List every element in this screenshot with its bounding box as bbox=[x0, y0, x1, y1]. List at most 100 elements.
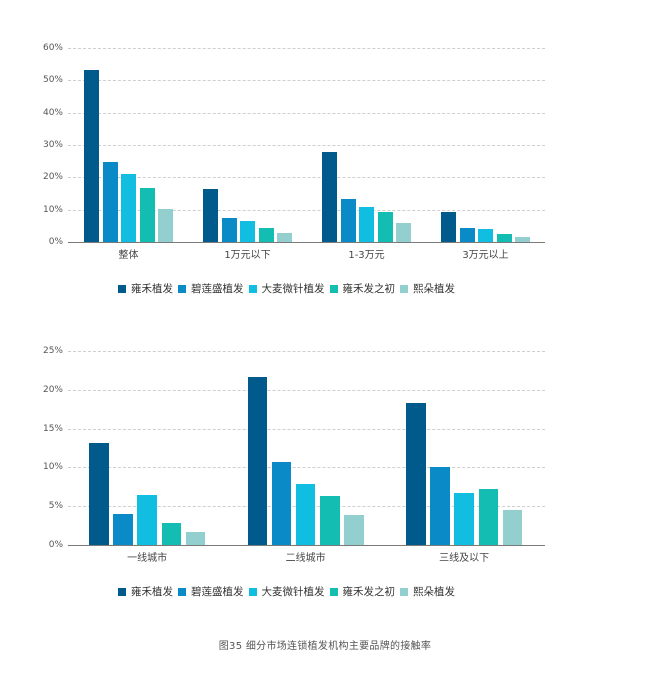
legend-item: 雍禾发之初 bbox=[329, 584, 396, 599]
legend-swatch-icon bbox=[118, 587, 126, 596]
legend-label: 熙朵植发 bbox=[413, 586, 455, 598]
bar-1 bbox=[322, 151, 337, 242]
bar-4 bbox=[320, 496, 340, 545]
legend-item: 熙朵植发 bbox=[400, 281, 455, 296]
legend-swatch-icon bbox=[118, 284, 126, 293]
bar-3 bbox=[137, 494, 157, 545]
bar-1 bbox=[406, 402, 426, 545]
bar-4 bbox=[496, 233, 512, 242]
legend-label: 碧莲盛植发 bbox=[191, 586, 244, 598]
x-category-label: 1-3万元 bbox=[348, 250, 385, 261]
y-tick-label: 10% bbox=[42, 462, 63, 473]
bar-3 bbox=[454, 493, 474, 545]
legend-item: 雍禾植发 bbox=[118, 281, 173, 296]
legend-item: 大麦微针植发 bbox=[248, 584, 325, 599]
bar-5 bbox=[185, 531, 206, 545]
bar-4 bbox=[161, 523, 182, 545]
gridline bbox=[68, 467, 545, 469]
legend-label: 碧莲盛植发 bbox=[191, 283, 244, 295]
bar-3 bbox=[240, 220, 255, 242]
legend-label: 大麦微针植发 bbox=[261, 586, 325, 598]
bar-2 bbox=[113, 513, 133, 545]
bar-4 bbox=[377, 211, 393, 242]
bar-5 bbox=[396, 222, 411, 242]
y-tick-label: 30% bbox=[42, 140, 63, 150]
y-tick-label: 10% bbox=[42, 204, 63, 215]
figure-caption: 图35 细分市场连锁植发机构主要品牌的接触率 bbox=[218, 641, 432, 652]
gridline bbox=[68, 112, 545, 114]
y-tick-label: 60% bbox=[42, 43, 63, 53]
x-category-label: 3万元以上 bbox=[462, 250, 509, 261]
y-tick-label: 5% bbox=[48, 501, 63, 512]
y-tick-label: 0% bbox=[48, 237, 63, 247]
gridline bbox=[68, 428, 545, 430]
gridline bbox=[68, 351, 545, 352]
bar-3 bbox=[478, 229, 493, 242]
bar-2 bbox=[221, 218, 237, 242]
gridline bbox=[68, 145, 545, 146]
bar-1 bbox=[84, 69, 99, 242]
bar-5 bbox=[344, 514, 364, 545]
bar-3 bbox=[359, 207, 374, 242]
legend-swatch-icon bbox=[178, 284, 186, 293]
x-category-label: 整体 bbox=[118, 250, 139, 261]
bar-2 bbox=[430, 466, 450, 545]
y-tick-label: 20% bbox=[42, 172, 63, 183]
legend-item: 碧莲盛植发 bbox=[178, 584, 244, 599]
legend-swatch-icon bbox=[329, 587, 338, 596]
bar-1 bbox=[247, 376, 267, 545]
gridline bbox=[68, 177, 545, 179]
legend-item: 雍禾发之初 bbox=[329, 281, 396, 296]
gridline bbox=[68, 209, 545, 211]
gridline bbox=[68, 389, 545, 391]
legend-swatch-icon bbox=[329, 284, 338, 293]
legend-swatch-icon bbox=[248, 587, 257, 596]
x-axis-line bbox=[68, 545, 545, 546]
y-tick-label: 40% bbox=[42, 107, 63, 118]
legend-swatch-icon bbox=[400, 284, 408, 293]
bar-4 bbox=[258, 228, 274, 242]
gridline bbox=[68, 80, 545, 82]
x-category-label: 一线城市 bbox=[127, 553, 168, 564]
legend-item: 大麦微针植发 bbox=[248, 281, 325, 296]
y-tick-label: 0% bbox=[48, 540, 63, 550]
gridline bbox=[68, 48, 545, 49]
x-axis-line bbox=[68, 242, 545, 243]
x-category-label: 三线及以下 bbox=[439, 553, 490, 564]
legend-item: 碧莲盛植发 bbox=[178, 281, 244, 296]
bar-5 bbox=[515, 236, 530, 242]
bar-2 bbox=[271, 461, 292, 545]
bar-5 bbox=[158, 209, 173, 242]
y-tick-label: 20% bbox=[42, 384, 63, 395]
bar-1 bbox=[203, 188, 218, 242]
bar-3 bbox=[295, 483, 316, 545]
y-tick-label: 15% bbox=[42, 423, 63, 434]
bar-4 bbox=[478, 489, 499, 545]
x-category-label: 1万元以下 bbox=[224, 250, 271, 261]
bar-3 bbox=[121, 174, 136, 242]
legend-label: 大麦微针植发 bbox=[261, 283, 325, 295]
bar-1 bbox=[89, 442, 109, 545]
legend-swatch-icon bbox=[400, 587, 408, 596]
legend-label: 雍禾发之初 bbox=[342, 586, 396, 598]
legend-chart-2: 雍禾植发 碧莲盛植发 大麦微针植发 雍禾发之初 熙朵植发 bbox=[118, 584, 460, 599]
y-tick-label: 25% bbox=[42, 346, 63, 356]
legend-item: 雍禾植发 bbox=[118, 584, 173, 599]
x-category-label: 二线城市 bbox=[285, 553, 326, 564]
bar-2 bbox=[459, 227, 475, 242]
legend-swatch-icon bbox=[178, 587, 186, 596]
bar-2 bbox=[102, 161, 118, 242]
bar-1 bbox=[441, 211, 456, 242]
bar-2 bbox=[340, 198, 356, 242]
legend-label: 熙朵植发 bbox=[413, 283, 455, 295]
legend-label: 雍禾植发 bbox=[131, 586, 173, 598]
bar-5 bbox=[277, 232, 292, 242]
legend-label: 雍禾发之初 bbox=[342, 283, 396, 295]
legend-chart-1: 雍禾植发 碧莲盛植发 大麦微针植发 雍禾发之初 熙朵植发 bbox=[118, 281, 460, 296]
bar-5 bbox=[502, 510, 523, 545]
legend-label: 雍禾植发 bbox=[131, 283, 173, 295]
bar-4 bbox=[139, 188, 155, 242]
y-tick-label: 50% bbox=[42, 75, 63, 86]
legend-item: 熙朵植发 bbox=[400, 584, 455, 599]
legend-swatch-icon bbox=[248, 284, 257, 293]
